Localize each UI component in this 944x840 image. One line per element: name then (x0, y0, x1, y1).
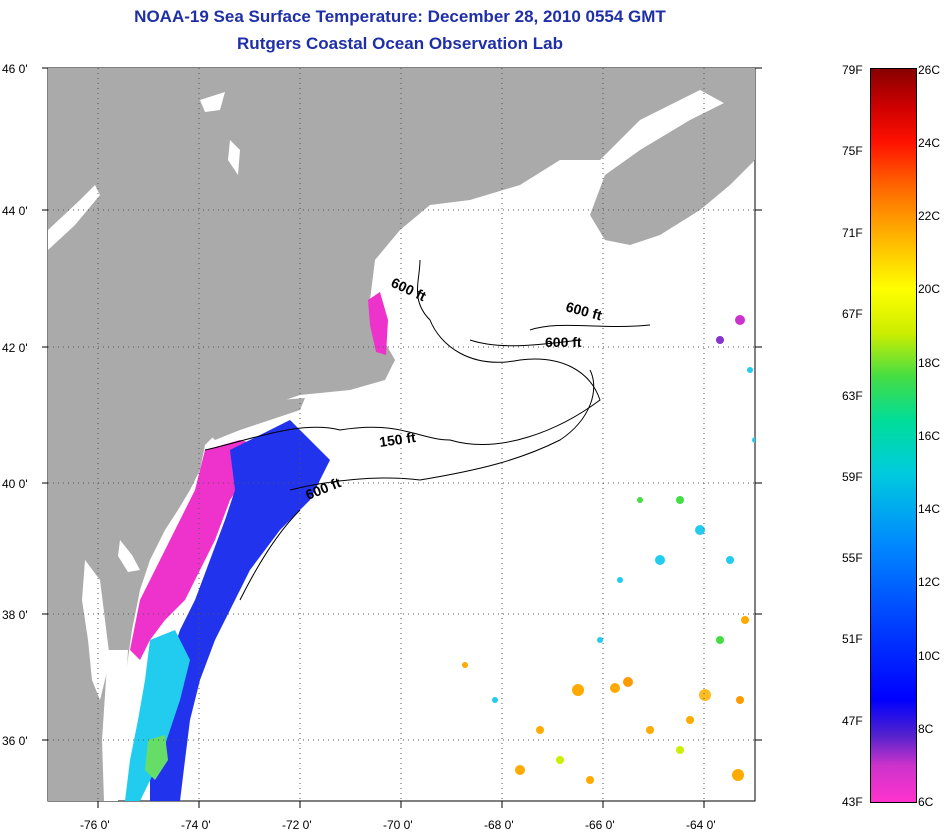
colorbar-celsius-label: 16C (918, 429, 941, 443)
chesapeake-bay (82, 560, 110, 700)
colorbar-fahrenheit-label: 63F (842, 389, 863, 403)
sst-coastal-warm (130, 440, 260, 660)
temperature-colorbar (870, 68, 917, 803)
lat-tick-label: 40 0' (2, 477, 28, 491)
colorbar-celsius-label: 24C (918, 136, 941, 150)
colorbar-celsius-label: 22C (918, 209, 941, 223)
colorbar-celsius-label: 8C (918, 722, 934, 736)
map-title: NOAA-19 Sea Surface Temperature: Decembe… (134, 7, 666, 26)
contour-label: 600 ft (545, 334, 582, 350)
colorbar-fahrenheit-label: 71F (842, 226, 863, 240)
colorbar-celsius-label: 26C (918, 63, 941, 77)
lon-tick-label: -74 0' (181, 818, 211, 832)
map-subtitle: Rutgers Coastal Ocean Observation Lab (237, 34, 563, 53)
outer-banks-sound (102, 650, 128, 801)
sst-coastal-green (145, 735, 168, 780)
colorbar-fahrenheit-label: 79F (842, 63, 863, 77)
colorbar-fahrenheit-label: 59F (842, 470, 863, 484)
lon-tick-label: -64 0' (686, 818, 716, 832)
lon-tick-label: -76 0' (80, 818, 110, 832)
lat-lon-grid (48, 68, 755, 801)
colorbar-celsius-label: 18C (918, 356, 941, 370)
lon-tick-label: -72 0' (282, 818, 312, 832)
lon-tick-label: -66 0' (585, 818, 615, 832)
colorbar-celsius-label: 12C (918, 575, 941, 589)
contour-label: 150 ft (378, 429, 417, 450)
colorbar-fahrenheit-label: 67F (842, 307, 863, 321)
land-long-island (205, 398, 305, 440)
delaware-bay (118, 540, 140, 572)
colorbar-celsius-label: 20C (918, 282, 941, 296)
lon-tick-label: -68 0' (484, 818, 514, 832)
colorbar-celsius-label: 14C (918, 502, 941, 516)
land-nova-scotia (590, 95, 755, 245)
sst-offshore-speckles (462, 315, 755, 784)
lat-tick-label: 36 0' (2, 734, 28, 748)
colorbar-fahrenheit-label: 47F (842, 714, 863, 728)
colorbar-fahrenheit-label: 75F (842, 144, 863, 158)
sst-coastal-cyan (125, 630, 190, 801)
lat-tick-label: 44 0' (2, 204, 28, 218)
lat-tick-label: 38 0' (2, 608, 28, 622)
colorbar-fahrenheit-label: 51F (842, 632, 863, 646)
colorbar-celsius-label: 6C (918, 795, 934, 809)
lon-tick-label: -70 0' (383, 818, 413, 832)
sst-gulf-maine-pink (368, 292, 388, 355)
colorbar-fahrenheit-label: 43F (842, 795, 863, 809)
colorbar-celsius-label: 10C (918, 649, 941, 663)
land-mainland (48, 68, 755, 801)
sst-coastal-cool (150, 420, 330, 801)
bathymetry-contours (204, 259, 651, 601)
lat-tick-label: 42 0' (2, 341, 28, 355)
colorbar-fahrenheit-label: 55F (842, 551, 863, 565)
lat-tick-label: 46 0' (2, 62, 28, 76)
